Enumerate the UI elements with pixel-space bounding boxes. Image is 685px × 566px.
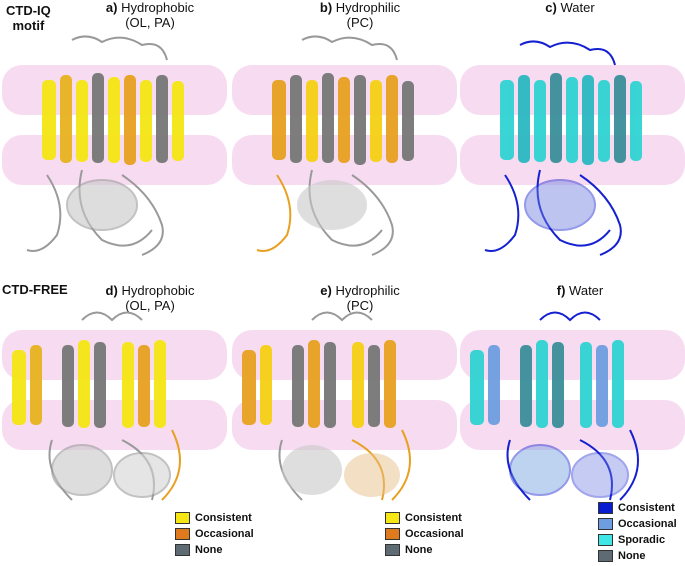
legend-label: None: [618, 550, 646, 562]
swatch-occasional: [385, 528, 400, 540]
legend-label: Sporadic: [618, 534, 666, 546]
panel-title-text: Water: [569, 283, 604, 298]
row-label-ctd-iq: CTD-IQ motif: [6, 3, 51, 33]
legend-item-consistent: Consistent: [175, 510, 254, 526]
panel-title-d: d) Hydrophobic (OL, PA): [40, 283, 260, 313]
panel-letter: d): [105, 283, 118, 298]
panel-title-b: b) Hydrophilic (PC): [250, 0, 470, 30]
panel-title-c: c) Water: [460, 0, 680, 15]
helix-bundle: [470, 340, 624, 428]
protein-panel-a: [2, 35, 227, 265]
membrane-lower: [232, 400, 457, 450]
panel-letter: a): [105, 0, 118, 15]
membrane-upper: [232, 330, 457, 380]
panel-title-text: Water: [560, 0, 595, 15]
helix-bundle: [272, 73, 414, 165]
row-label-ctd-free: CTD-FREE: [2, 282, 68, 297]
legend-item-occasional: Occasional: [175, 526, 254, 542]
legend-water-f: Consistent Occasional Sporadic None: [598, 500, 677, 564]
membrane-upper: [460, 330, 685, 380]
protein-render-e: [232, 311, 457, 501]
protein-panel-d: [2, 300, 227, 530]
intracellular-domain: [48, 429, 181, 501]
protein-render-a: [2, 35, 227, 256]
helix-bundle: [12, 340, 166, 428]
panel-subtitle: (PC): [346, 298, 374, 313]
intracellular-domain: [506, 429, 639, 501]
row-label-line1: CTD-FREE: [2, 282, 68, 297]
panel-letter: e): [320, 283, 332, 298]
swatch-consistent: [175, 512, 190, 524]
row-label-line1: CTD-IQ: [6, 3, 51, 18]
intracellular-domain: [484, 169, 622, 256]
swatch-none: [175, 544, 190, 556]
swatch-sporadic: [598, 534, 613, 546]
protein-panel-f: [460, 300, 685, 530]
legend-label: Consistent: [618, 502, 675, 514]
legend-label: Consistent: [195, 512, 252, 524]
panel-title-text: Hydrophobic: [121, 283, 195, 298]
legend-label: Occasional: [405, 528, 464, 540]
legend-item-occasional: Occasional: [385, 526, 464, 542]
swatch-consistent: [598, 502, 613, 514]
panel-title-a: a) Hydrophobic (OL, PA): [40, 0, 260, 30]
membrane-lower: [2, 400, 227, 450]
protein-render-b: [232, 35, 457, 256]
panel-title-text: Hydrophilic: [335, 283, 400, 298]
protein-panel-b: [232, 35, 457, 265]
swatch-none: [598, 550, 613, 562]
membrane-lower: [460, 400, 685, 450]
panel-title-f: f) Water: [470, 283, 685, 298]
protein-render-c: [460, 40, 685, 256]
swatch-none: [385, 544, 400, 556]
swatch-consistent: [385, 512, 400, 524]
protein-render-d: [2, 311, 227, 501]
intracellular-domain: [278, 429, 411, 501]
legend-label: None: [195, 544, 223, 556]
row-label-line2: motif: [12, 18, 45, 33]
legend-item-none: None: [598, 548, 677, 564]
helix-bundle: [42, 73, 184, 165]
legend-item-consistent: Consistent: [598, 500, 677, 516]
legend-label: Consistent: [405, 512, 462, 524]
legend-lipid-d: Consistent Occasional None: [175, 510, 254, 558]
intracellular-domain: [256, 169, 394, 256]
membrane-upper: [2, 330, 227, 380]
protein-render-f: [460, 311, 685, 501]
panel-letter: f): [556, 283, 566, 298]
panel-subtitle: (PC): [346, 15, 374, 30]
legend-lipid-e: Consistent Occasional None: [385, 510, 464, 558]
swatch-occasional: [175, 528, 190, 540]
legend-item-none: None: [175, 542, 254, 558]
panel-subtitle: (OL, PA): [125, 298, 175, 313]
panel-subtitle: (OL, PA): [125, 15, 175, 30]
panel-letter: b): [319, 0, 333, 15]
protein-panel-c: [460, 35, 685, 265]
helix-bundle: [500, 73, 642, 165]
legend-item-sporadic: Sporadic: [598, 532, 677, 548]
legend-label: Occasional: [618, 518, 677, 530]
swatch-occasional: [598, 518, 613, 530]
helix-bundle: [242, 340, 396, 428]
legend-item-occasional: Occasional: [598, 516, 677, 532]
intracellular-domain: [26, 169, 164, 256]
protein-panel-e: [232, 300, 457, 530]
legend-label: Occasional: [195, 528, 254, 540]
panel-letter: c): [545, 0, 557, 15]
panel-title-e: e) Hydrophilic (PC): [250, 283, 470, 313]
panel-title-text: Hydrophobic: [121, 0, 195, 15]
legend-item-none: None: [385, 542, 464, 558]
panel-title-text: Hydrophilic: [335, 0, 401, 15]
legend-item-consistent: Consistent: [385, 510, 464, 526]
legend-label: None: [405, 544, 433, 556]
